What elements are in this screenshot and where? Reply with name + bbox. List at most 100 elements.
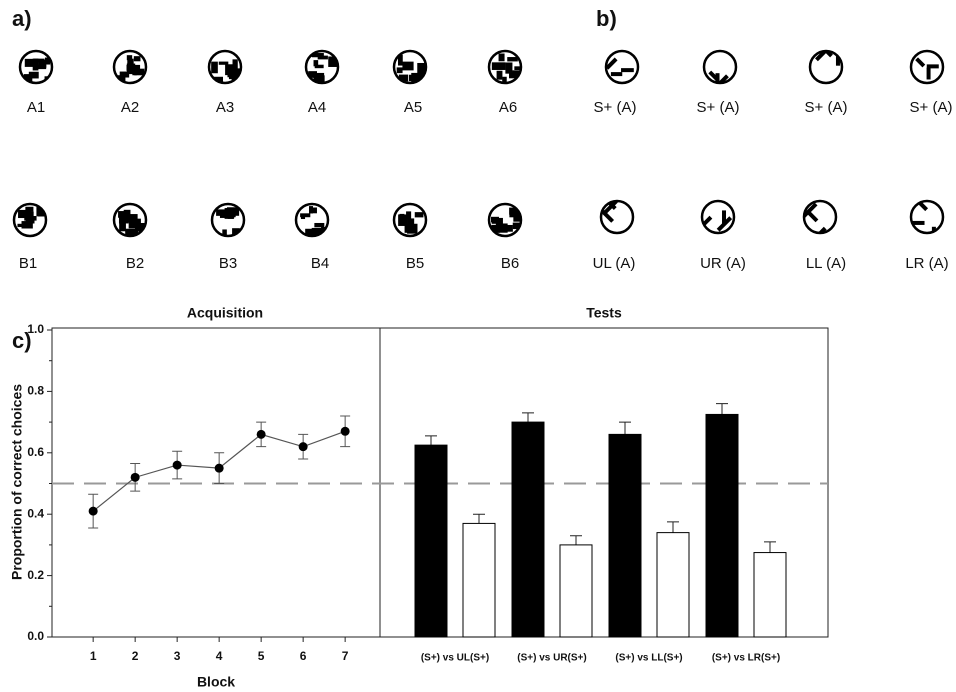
stimulus-label: B3 bbox=[219, 255, 237, 272]
icon-shape bbox=[33, 59, 39, 71]
chart-title: Tests bbox=[586, 305, 622, 321]
stimulus-label: B6 bbox=[501, 255, 519, 272]
icon-shape bbox=[402, 62, 413, 71]
icon-shape bbox=[233, 59, 238, 69]
bar bbox=[463, 523, 495, 637]
icon-shape bbox=[25, 207, 33, 212]
icon-outline bbox=[911, 201, 943, 233]
data-point bbox=[131, 473, 140, 482]
icon-shape bbox=[807, 210, 819, 222]
x-tick-label: 4 bbox=[216, 649, 223, 663]
error-bar bbox=[619, 422, 631, 434]
icon-shape bbox=[406, 211, 411, 218]
error-bar bbox=[716, 404, 728, 415]
icon-shape bbox=[24, 212, 33, 218]
data-point bbox=[215, 464, 224, 473]
stimulus-label: A5 bbox=[404, 99, 422, 116]
stimulus-label: B5 bbox=[406, 255, 424, 272]
icon-outline bbox=[810, 51, 842, 83]
x-tick-label: 6 bbox=[300, 649, 307, 663]
stimulus-label: B1 bbox=[19, 255, 37, 272]
stimulus-label: B2 bbox=[126, 255, 144, 272]
x-axis-title: Block bbox=[197, 674, 235, 690]
icon-shape bbox=[497, 71, 503, 80]
icon-shape bbox=[397, 67, 403, 73]
icon-shape bbox=[407, 227, 417, 234]
icon-shape bbox=[38, 60, 46, 68]
icon-outline bbox=[704, 51, 736, 83]
stimulus-label: A6 bbox=[499, 99, 517, 116]
bar bbox=[415, 445, 447, 637]
stimulus-label: A1 bbox=[27, 99, 45, 116]
icon-shape bbox=[505, 62, 512, 73]
data-point bbox=[257, 430, 266, 439]
error-bar bbox=[667, 522, 679, 533]
data-point bbox=[173, 461, 182, 470]
panel-label: a) bbox=[12, 6, 32, 31]
icon-shape bbox=[492, 218, 503, 224]
bar bbox=[657, 533, 689, 637]
icon-shape bbox=[314, 223, 324, 227]
bar bbox=[754, 553, 786, 637]
x-tick-label: 5 bbox=[258, 649, 265, 663]
icon-shape bbox=[492, 62, 506, 70]
stimulus-label: A2 bbox=[121, 99, 139, 116]
icon-shape bbox=[226, 208, 236, 217]
y-tick-label: 1.0 bbox=[27, 322, 44, 336]
icon-outline bbox=[804, 201, 836, 233]
y-tick-label: 0.0 bbox=[27, 629, 44, 643]
icon bbox=[915, 57, 939, 79]
y-tick-label: 0.6 bbox=[27, 445, 44, 459]
icon bbox=[118, 55, 144, 81]
icon-shape bbox=[927, 68, 931, 80]
icon-shape bbox=[134, 56, 141, 61]
icon-shape bbox=[507, 57, 518, 61]
error-bar bbox=[570, 536, 582, 545]
icon-shape bbox=[211, 62, 218, 74]
error-bar bbox=[522, 413, 534, 422]
error-bar bbox=[473, 514, 485, 523]
stimulus-label: S+ (A) bbox=[594, 99, 637, 116]
icon-shape bbox=[716, 73, 720, 88]
icon-shape bbox=[722, 210, 726, 223]
error-bar bbox=[764, 542, 776, 553]
icon-shape bbox=[927, 64, 939, 68]
icon-shape bbox=[22, 221, 33, 228]
icon-shape bbox=[318, 56, 328, 60]
y-axis-title: Proportion of correct choices bbox=[9, 384, 25, 580]
x-tick-label: (S+) vs UR(S+) bbox=[517, 653, 586, 664]
y-tick-label: 0.2 bbox=[27, 568, 44, 582]
error-bar bbox=[425, 436, 437, 445]
icon-shape bbox=[228, 70, 232, 74]
x-tick-label: 1 bbox=[90, 649, 97, 663]
y-tick-label: 0.8 bbox=[27, 384, 44, 398]
stimulus-label: UR (A) bbox=[700, 255, 746, 272]
x-tick-label: 7 bbox=[342, 649, 349, 663]
bar bbox=[706, 414, 738, 637]
x-tick-label: (S+) vs LL(S+) bbox=[615, 653, 682, 664]
icon-shape bbox=[127, 55, 132, 60]
stimulus-label: S+ (A) bbox=[910, 99, 953, 116]
bar bbox=[609, 434, 641, 637]
bar bbox=[560, 545, 592, 637]
data-point bbox=[299, 442, 308, 451]
icon-shape bbox=[500, 225, 513, 232]
icon-shape bbox=[129, 219, 141, 229]
x-tick-label: 2 bbox=[132, 649, 139, 663]
icon-shape bbox=[127, 64, 135, 75]
stimulus-label: B4 bbox=[311, 255, 329, 272]
icon bbox=[398, 211, 423, 233]
data-point bbox=[341, 427, 350, 436]
icon bbox=[605, 58, 633, 77]
icon-shape bbox=[301, 214, 305, 219]
bar bbox=[512, 422, 544, 637]
data-point bbox=[89, 507, 98, 516]
stimulus-label: LL (A) bbox=[806, 255, 846, 272]
stimulus-label: UL (A) bbox=[593, 255, 636, 272]
stimulus-label: LR (A) bbox=[905, 255, 948, 272]
icon-shape bbox=[119, 215, 129, 223]
icon-shape bbox=[29, 72, 39, 79]
stimulus-label: S+ (A) bbox=[697, 99, 740, 116]
y-tick-label: 0.4 bbox=[27, 506, 44, 520]
icon-shape bbox=[119, 223, 126, 231]
